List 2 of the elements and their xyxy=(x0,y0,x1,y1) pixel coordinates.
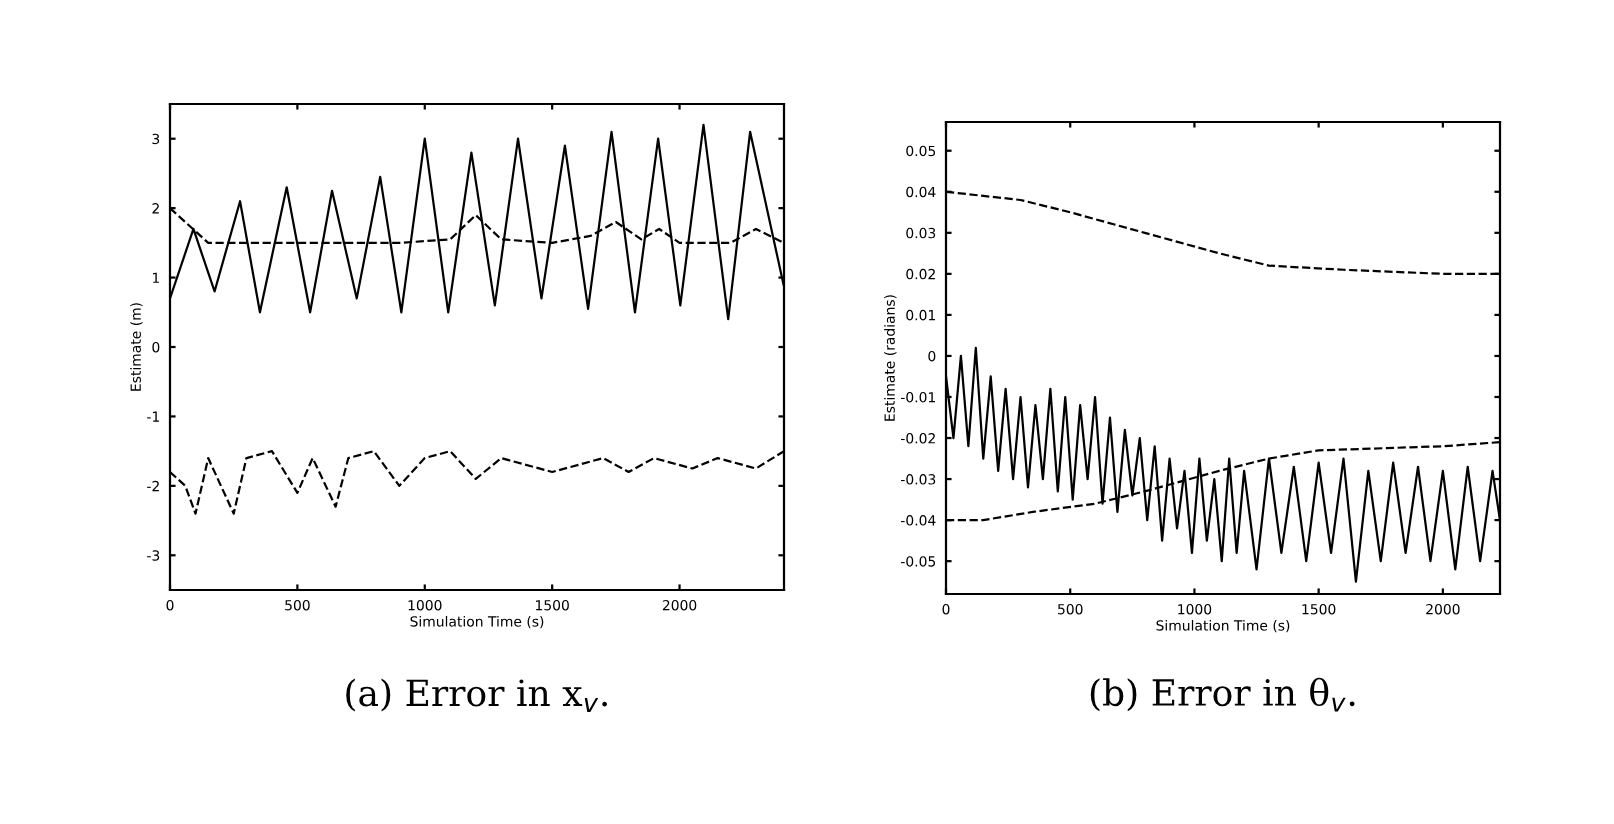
text: (b) Error in θ$_{v}$. xyxy=(1090,677,1355,712)
text: (a) Error in x$_{v}$. xyxy=(346,678,607,712)
